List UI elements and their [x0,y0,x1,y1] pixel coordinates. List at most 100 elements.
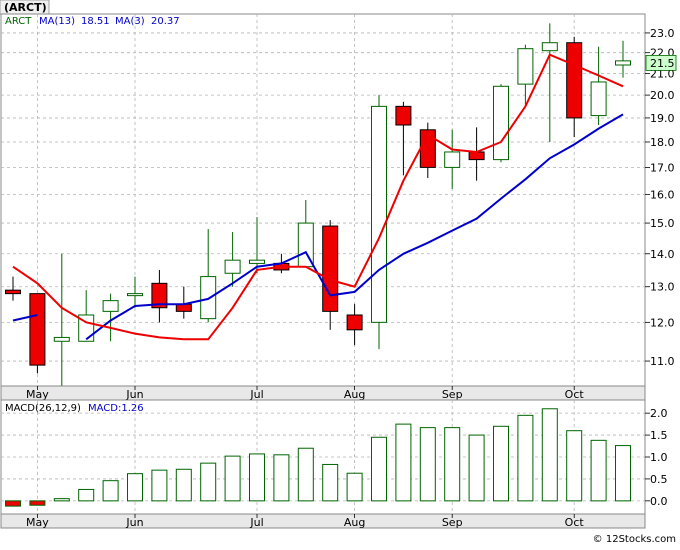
price-tick-label: 11.0 [650,355,675,368]
candle-body-down [29,293,46,366]
candle-body-down [175,303,192,312]
macd-bar [468,434,485,502]
price-month-label: Sep [442,388,463,401]
candle-body-up [53,336,70,342]
last-price-badge [645,55,677,71]
candle-body-up [249,259,265,264]
price-y-axis: 11.0 12.0 13.0 14.0 15.0 16.0 17.0 18.0 19.0 20.0… [645,27,675,368]
candle [29,293,46,374]
macd-bar [566,430,583,502]
price-tick-label: 15.0 [650,217,675,230]
candle [127,276,143,308]
legend-ma13-label: MA(13) [39,16,75,27]
candle [493,84,509,163]
macd-x-axis: May Jun Jul Aug Sep Oct [26,514,584,529]
macd-bar [444,427,461,502]
candle-body-down [5,289,21,295]
macd-grid [1,400,645,514]
macd-bar-negative [29,500,46,506]
macd-bar [224,455,241,502]
macd-tick-label: 0.5 [650,473,668,486]
candle-body-down [151,282,168,309]
macd-legend-value: MACD:1.26 [88,403,144,414]
macd-month-label: Jul [249,516,263,529]
macd-bar [322,463,339,502]
legend-ma3-label: MA(3) [115,16,145,27]
candle-body-down [322,225,339,312]
candle [249,217,265,274]
macd-bar [175,468,192,502]
macd-bar-negative [5,500,21,507]
candle [78,290,95,342]
macd-month-label: Jun [125,516,143,529]
candle-body-down [346,314,363,331]
macd-bar [78,488,95,502]
macd-bar [102,480,119,502]
macd-tick-label: 0.0 [650,495,668,508]
legend-ma3-value: 20.37 [151,16,180,27]
footer-credit: © 12Stocks.com [593,534,676,545]
candle-body-up [200,276,217,320]
macd-y-axis: 0.0 0.5 1.0 1.5 2.0 [645,407,668,508]
candle-body-up [127,293,143,297]
macd-legend-title: MACD(26,12,9) [5,403,81,414]
candle [371,95,387,350]
price-panel [0,13,646,387]
macd-bar [346,472,363,502]
macd-bar [419,427,436,502]
candle [5,276,21,301]
candle-body-up [102,300,119,312]
candle [53,253,70,386]
candle [151,269,168,323]
price-tick-label: 13.0 [650,281,675,294]
ma3-line [12,53,624,341]
candle [444,129,461,189]
macd-bar [297,447,314,502]
macd-bar [615,445,631,502]
candle-body-down [395,105,412,126]
candle-body-up [78,314,95,342]
candle [615,40,631,78]
legend-ma13-value: 18.51 [81,16,110,27]
macd-tick-label: 1.0 [650,451,668,464]
macd-bar [127,473,143,502]
macd-bar [53,498,70,502]
last-price-label: 21.5 [650,57,675,70]
price-legend: ARCT MA(13) 18.51 MA(3) 20.37 [5,16,180,27]
legend-symbol: ARCT [5,16,32,27]
macd-bar [249,453,265,502]
candle-body-down [468,151,485,161]
candle-body-up [224,259,241,274]
candle-body-down [566,42,583,119]
price-tick-label: 17.0 [650,161,675,174]
macd-bar [493,425,509,502]
ma13-line [85,113,624,341]
macd-month-label: Sep [442,516,463,529]
price-x-axis: May Jun Jul Aug Sep Oct [26,386,584,401]
candle-body-up [517,48,534,85]
macd-tick-label: 1.5 [650,429,668,442]
price-tick-label: 16.0 [650,188,675,201]
candle [590,46,607,126]
price-tick-label: 12.0 [650,316,675,329]
price-tick-label: 14.0 [650,248,675,261]
candle [346,304,363,346]
price-tick-label: 20.0 [650,89,675,102]
price-month-label: May [26,388,49,401]
macd-bar [395,423,412,502]
candle [200,229,217,323]
macd-tick-label: 2.0 [650,407,668,420]
macd-month-label: May [26,516,49,529]
candle-body-up [541,42,558,52]
candle-body-up [371,105,387,323]
candle-body-up [493,85,509,161]
macd-legend: MACD(26,12,9) MACD:1.26 [5,403,144,414]
macd-bar [517,414,534,502]
price-tick-label: 19.0 [650,112,675,125]
candle [566,36,583,138]
macd-bar-series [5,408,631,507]
macd-bar [371,436,387,502]
price-date-strip [0,385,646,401]
